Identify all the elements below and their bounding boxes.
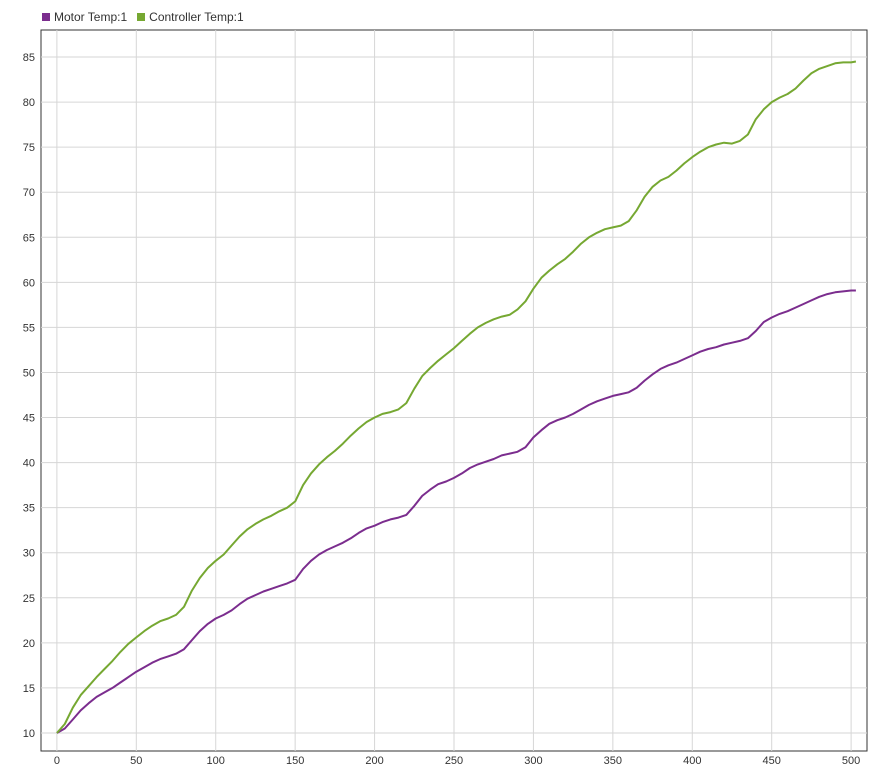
x-tick-label: 300 (524, 755, 542, 767)
y-tick-labels: 10 15 20 25 30 35 40 45 50 55 60 65 70 75 80 85 (23, 52, 35, 740)
x-tick-label: 100 (207, 755, 225, 767)
x-tick-label: 50 (130, 755, 142, 767)
x-tick-label: 450 (763, 755, 781, 767)
legend-label-controller-temp: Controller Temp:1 (149, 10, 244, 24)
y-tick-label: 75 (23, 142, 35, 154)
y-tick-label: 50 (23, 367, 35, 379)
y-tick-label: 15 (23, 683, 35, 695)
x-tick-label: 350 (604, 755, 622, 767)
series-line-motor-temp (56, 289, 856, 734)
y-tick-label: 65 (23, 232, 35, 244)
y-tick-label: 30 (23, 548, 35, 560)
legend-swatch-motor-temp (42, 13, 50, 21)
x-tick-label: 150 (286, 755, 304, 767)
y-tick-label: 10 (23, 728, 35, 740)
y-tick-label: 80 (23, 97, 35, 109)
y-tick-label: 35 (23, 503, 35, 515)
y-tick-label: 20 (23, 638, 35, 650)
y-tick-label: 70 (23, 187, 35, 199)
series-layer (56, 60, 857, 734)
x-tick-label: 250 (445, 755, 463, 767)
legend-item-controller-temp[interactable]: Controller Temp:1 (137, 10, 244, 24)
grid (41, 30, 867, 751)
y-tick-label: 55 (23, 322, 35, 334)
x-tick-labels: 0 50 100 150 200 250 300 350 400 450 500 (54, 755, 860, 767)
y-tick-label: 40 (23, 458, 35, 470)
x-tick-label: 500 (842, 755, 860, 767)
y-tick-label: 25 (23, 593, 35, 605)
legend: Motor Temp:1 Controller Temp:1 (42, 10, 244, 24)
y-tick-label: 45 (23, 413, 35, 425)
x-tick-label: 0 (54, 755, 60, 767)
y-tick-label: 85 (23, 52, 35, 64)
legend-label-motor-temp: Motor Temp:1 (54, 10, 128, 24)
y-tick-label: 60 (23, 277, 35, 289)
x-tick-label: 400 (683, 755, 701, 767)
legend-item-motor-temp[interactable]: Motor Temp:1 (42, 10, 127, 24)
series-line-controller-temp (56, 60, 857, 734)
legend-swatch-controller-temp (137, 13, 146, 21)
x-tick-label: 200 (365, 755, 383, 767)
